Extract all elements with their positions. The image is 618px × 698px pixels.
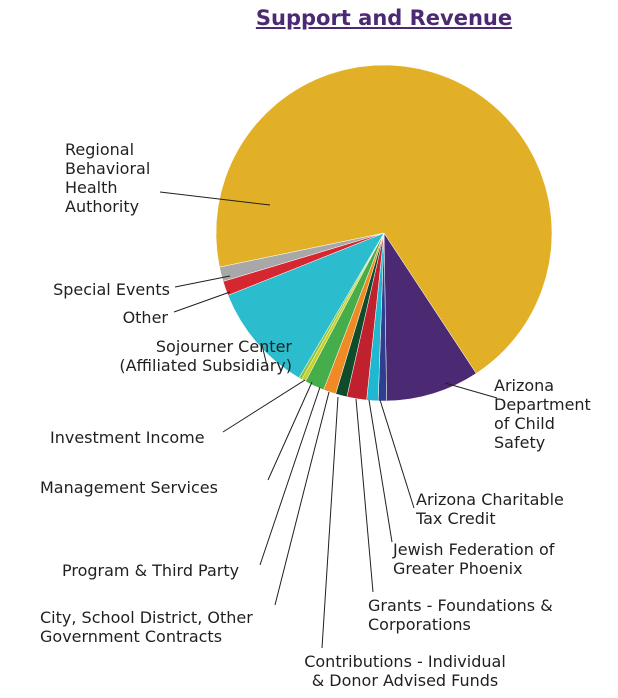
- chart-title: Support and Revenue: [255, 6, 513, 30]
- leader-line: [261, 344, 269, 371]
- leader-line: [368, 399, 393, 543]
- leader-line: [159, 191, 271, 206]
- slice-label: Other: [122, 308, 168, 327]
- pie-slice: [383, 232, 477, 402]
- slice-label: Arizona Department of Child Safety: [494, 376, 591, 452]
- leader-line: [321, 396, 339, 649]
- slice-label: Jewish Federation of Greater Phoenix: [393, 540, 555, 578]
- slice-label: Investment Income: [50, 428, 205, 447]
- pie-slice: [215, 64, 553, 374]
- slice-label: Arizona Charitable Tax Credit: [416, 490, 564, 528]
- slice-label: Grants - Foundations & Corporations: [368, 596, 553, 634]
- leader-line: [222, 379, 306, 433]
- leader-line: [379, 399, 415, 509]
- slice-label: Sojourner Center (Affiliated Subsidiary): [119, 337, 292, 375]
- slice-label: Program & Third Party: [62, 561, 240, 580]
- slice-label: City, School District, Other Government …: [40, 608, 253, 646]
- pie-slice: [227, 232, 385, 379]
- leader-line: [259, 386, 321, 566]
- leader-line: [173, 291, 231, 313]
- leader-line: [444, 382, 498, 399]
- slice-label: Management Services: [40, 478, 218, 497]
- leader-line: [355, 398, 374, 593]
- leader-line: [274, 391, 330, 606]
- slice-label: Contributions - Individual & Donor Advis…: [304, 652, 506, 690]
- slice-label: Regional Behavioral Health Authority: [65, 140, 151, 216]
- slice-label: Special Events: [53, 280, 170, 299]
- leader-line: [174, 275, 231, 288]
- leader-line: [267, 381, 313, 481]
